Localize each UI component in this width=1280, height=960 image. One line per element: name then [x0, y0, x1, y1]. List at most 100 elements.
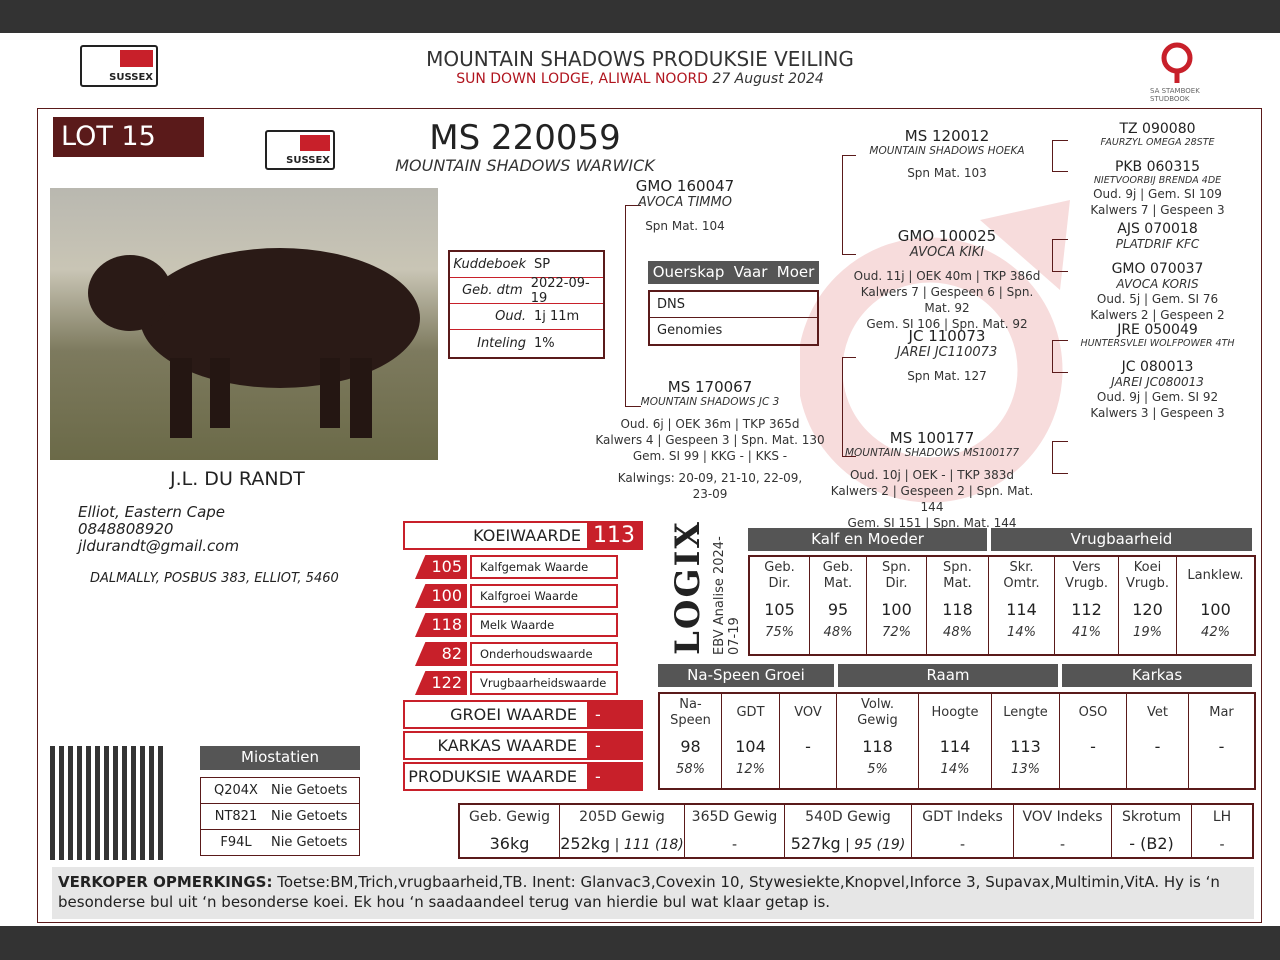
ebv-column: Vers Vrugb. 112 41%: [1055, 557, 1119, 654]
pedigree-id: GMO 100025: [897, 227, 997, 245]
lot-frame: [37, 108, 1262, 923]
sub-value-label: Kalfgemak Waarde: [470, 555, 618, 579]
ebv-table: Geb. Dir. 105 75% Geb. Mat. 95 48% Spn. Dir. 10…: [748, 555, 1256, 656]
breeder-email[interactable]: jldurandt@gmail.com: [78, 537, 240, 555]
pedigree-id: GMO 070037: [1111, 261, 1204, 277]
ebv-column: Skr. Omtr. 114 14%: [989, 557, 1055, 654]
pedigree-id: MS 120012: [904, 127, 990, 145]
pedigree-g3: TZ 090080 FAURZYL OMEGA 28STE: [1080, 121, 1235, 148]
pedigree-detail: Oud. 5j | Gem. SI 76: [1096, 292, 1219, 306]
pedigree-id: TZ 090080: [1119, 121, 1196, 137]
breeder-phone[interactable]: 0848808920: [78, 520, 174, 538]
pedigree-detail: Kalwers 7 | Gespeen 3: [1090, 203, 1225, 217]
weight-column: Skrotum - (B2): [1112, 805, 1192, 857]
pedigree-detail: Oud. 10j | OEK - | TKP 383d: [849, 468, 1015, 482]
sussex-breed-logo: SUSSEX: [265, 130, 335, 170]
pedigree-ss: MS 120012 MOUNTAIN SHADOWS HOEKA Spn Mat. …: [847, 127, 1047, 181]
ebv-accuracy: 19%: [1133, 625, 1162, 640]
ebv-column: Volw. Gewig 118 5%: [837, 694, 919, 788]
qr-code[interactable]: [50, 746, 164, 860]
sale-date: 27 August 2024: [712, 71, 824, 87]
index-label: PRODUKSIE WAARDE: [408, 767, 577, 786]
ebv-header: Lengte: [1003, 705, 1048, 720]
pedigree-line: [1052, 239, 1068, 272]
ebv-column: Spn. Mat. 118 48%: [927, 557, 989, 654]
pedigree-line: [1052, 340, 1068, 373]
ebv-accuracy: 42%: [1201, 625, 1230, 640]
ebv-accuracy: 5%: [867, 762, 888, 777]
weight-value: -: [1059, 836, 1066, 853]
weight-index: | 111 (18): [610, 836, 684, 853]
pedigree-name: MOUNTAIN SHADOWS HOEKA: [869, 145, 1025, 157]
ebv-column: OSO -: [1060, 694, 1127, 788]
ebv-value: 112: [1071, 600, 1102, 619]
venue: SUN DOWN LODGE, ALIWAL NOORD: [456, 71, 708, 87]
pedigree-name: MOUNTAIN SHADOWS JC 3: [640, 396, 780, 408]
ebv-column: GDT 104 12%: [722, 694, 780, 788]
ebv-value: 114: [1006, 600, 1037, 619]
ebv-value: 105: [764, 600, 795, 619]
pedigree-detail: Gem. SI 106 | Spn. Mat. 92: [866, 317, 1028, 331]
info-row: Inteling 1%: [450, 330, 603, 356]
logix-logo: LOGIX: [668, 520, 708, 655]
parentage-col: Ouerskap: [652, 263, 725, 281]
index-value: -: [587, 702, 641, 727]
info-label: Inteling: [477, 335, 526, 351]
koeiwaarde-label: KOEIWAARDE: [473, 526, 581, 545]
ebv-header: Koei Vrugb.: [1125, 560, 1170, 591]
pedigree-ds: JC 110073 JAREI JC110073 Spn Mat. 127: [847, 327, 1047, 384]
weight-header: VOV Indeks: [1022, 809, 1103, 826]
sa-stamboek-logo: SA STAMBOEK STUDBOOK: [1150, 38, 1215, 103]
ebv-column: Lanklew. 100 42%: [1177, 557, 1254, 654]
ebv-value: 104: [735, 737, 766, 756]
weight-value-line: - (B2): [1129, 834, 1174, 853]
parentage-dns: DNS: [650, 292, 817, 318]
pedigree-name: FAURZYL OMEGA 28STE: [1100, 137, 1215, 148]
sub-value-number: 122: [415, 671, 467, 695]
weight-value: - (B2): [1129, 833, 1174, 853]
spacer: [610, 210, 760, 218]
pedigree-g3: GMO 070037 AVOCA KORIS Oud. 5j | Gem. SI 7…: [1080, 261, 1235, 323]
index-value: -: [587, 733, 641, 758]
info-label: Kuddeboek: [453, 257, 526, 272]
koeiwaarde-value: 113: [587, 523, 641, 548]
ebv-header: OSO: [1078, 705, 1108, 720]
gene-name: NT821: [214, 809, 258, 824]
ebv-value: 118: [942, 600, 973, 619]
pedigree-name: JAREI JC080013: [1111, 375, 1204, 389]
pedigree-name: PLATDRIF KFC: [1115, 237, 1200, 251]
pedigree-id: MS 170067: [667, 378, 753, 396]
weight-column: VOV Indeks -: [1014, 805, 1112, 857]
pedigree-g3: JRE 050049 HUNTERSVLEI WOLFPOWER 4TH: [1080, 322, 1235, 349]
ebv-accuracy: 75%: [765, 625, 794, 640]
pedigree-line: [842, 357, 856, 457]
group-header: Kalf en Moeder: [748, 528, 987, 551]
pedigree-line: [842, 155, 856, 255]
info-row: Geb. dtm 2022-09-19: [450, 276, 603, 306]
info-label: Oud.: [495, 309, 526, 324]
pedigree-detail: Kalwers 2 | Gespeen 2 | Spn. Mat. 144: [830, 484, 1034, 514]
ebv-column: Mar -: [1189, 694, 1254, 788]
index-label: GROEI WAARDE: [450, 705, 577, 724]
pedigree-name: NIETVOORBIJ BRENDA 4DE: [1093, 175, 1222, 186]
animal-name: MOUNTAIN SHADOWS WARWICK: [395, 156, 655, 175]
pedigree-detail: Spn Mat. 104: [645, 219, 725, 233]
gene-status: Nie Getoets: [271, 783, 348, 798]
weight-value-line: 527kg | 95 (19): [791, 834, 906, 853]
weight-header: 365D Gewig: [691, 809, 778, 826]
weight-header: 540D Gewig: [805, 809, 891, 826]
pedigree-id: PKB 060315: [1114, 159, 1201, 175]
pedigree-line: [1052, 140, 1068, 172]
weight-value: 252kg: [560, 833, 611, 853]
miostatien-row: Q204X Nie Getoets: [200, 778, 360, 804]
pedigree-name: AVOCA TIMMO: [638, 195, 732, 210]
lot-number: LOT 15 (M): [53, 117, 204, 192]
page-title: MOUNTAIN SHADOWS PRODUKSIE VEILING: [426, 47, 854, 71]
pedigree-dd: MS 100177 MOUNTAIN SHADOWS MS100177 Oud. 1…: [827, 429, 1037, 531]
group-header: Raam: [838, 664, 1058, 687]
spacer: [827, 459, 1037, 467]
weight-column: 205D Gewig 252kg | 111 (18): [560, 805, 685, 857]
sub-value-label: Vrugbaarheidswaarde: [470, 671, 618, 695]
sub-value-label: Kalfgroei Waarde: [470, 584, 618, 608]
ebv-header: Lanklew.: [1187, 568, 1244, 583]
